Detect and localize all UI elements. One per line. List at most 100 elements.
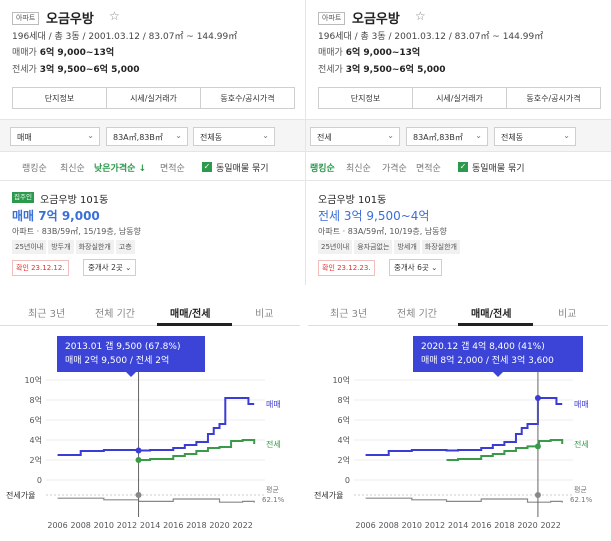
tab-market-price[interactable]: 시세/실거래가	[413, 88, 507, 108]
tab-sale-jeonse[interactable]: 매매/전세	[471, 309, 512, 320]
checkbox-checked-icon[interactable]: ✓	[458, 162, 468, 172]
agent-count-dropdown[interactable]: 중개사 6곳 ⌄	[389, 259, 443, 276]
y-tick-label: 6억	[30, 415, 42, 425]
average-value: 62.1%	[570, 496, 593, 504]
average-value: 62.1%	[262, 496, 285, 504]
ratio-axis-label: 전세가율	[314, 490, 343, 500]
checkbox-checked-icon[interactable]: ✓	[202, 162, 212, 172]
chevron-down-icon: ⌄	[87, 131, 94, 140]
tab-unit-price[interactable]: 동호수/공시가격	[526, 93, 581, 103]
chart-canvas[interactable]: 10억 8억 6억 4억 2억 0 2006 2008 2010 2012 2014 2016 2018…	[308, 292, 608, 541]
y-tick-label: 0	[37, 476, 42, 485]
y-tick-label: 6억	[338, 415, 350, 425]
same-listing-label[interactable]: 동일매물 묶기	[216, 164, 269, 174]
sort-row: 랭킹순 최신순 가격순 면적순 ✓ 동일매물 묶기	[306, 159, 611, 177]
trade-type-select[interactable]: 매매 ⌄	[10, 127, 100, 146]
y-tick-label: 4억	[30, 435, 42, 445]
cursor-point-sale	[534, 395, 541, 401]
y-tick-label: 8억	[338, 395, 350, 405]
favorite-star-icon[interactable]: ☆	[415, 9, 426, 23]
tab-all-period[interactable]: 전체 기간	[397, 309, 437, 320]
sort-ranking[interactable]: 랭킹순	[310, 164, 335, 174]
sort-ranking[interactable]: 랭킹순	[22, 164, 47, 174]
area-select[interactable]: 83A㎡,83B㎡ ⌄	[106, 127, 188, 146]
complex-title[interactable]: 오금우방	[352, 12, 400, 27]
cursor-point-jeonse	[534, 443, 541, 450]
agent-count-dropdown[interactable]: 중개사 2곳 ⌄	[83, 259, 137, 276]
sort-area[interactable]: 면적순	[416, 164, 441, 174]
sort-price[interactable]: 가격순	[382, 164, 407, 174]
tab-all-period[interactable]: 전체 기간	[95, 309, 135, 320]
x-tick-label: 2010	[402, 521, 422, 530]
filter-bar: 매매 ⌄ 83A㎡,83B㎡ ⌄ 전체동 ⌄	[0, 119, 305, 152]
cursor-point-ratio	[534, 492, 541, 498]
sort-latest[interactable]: 최신순	[60, 164, 85, 174]
y-tick-label: 10억	[332, 375, 350, 385]
x-tick-label: 2022	[540, 521, 560, 530]
tab-compare[interactable]: 비교	[255, 309, 274, 320]
tab-sale-jeonse[interactable]: 매매/전세	[170, 309, 211, 320]
cursor-point-sale	[135, 447, 142, 454]
tab-market-price[interactable]: 시세/실거래가	[107, 88, 201, 108]
tab-recent-3y[interactable]: 최근 3년	[330, 309, 368, 320]
x-tick-label: 2012	[425, 521, 445, 530]
favorite-star-icon[interactable]: ☆	[109, 9, 120, 23]
tab-complex-info[interactable]: 단지정보	[319, 88, 413, 108]
x-tick-label: 2008	[379, 521, 399, 530]
price-chart-left: 최근 3년 전체 기간 매매/전세 비교 2013.01 갭 9,500 (67…	[0, 292, 300, 541]
average-label: 평균	[574, 485, 587, 494]
tab-unit-price[interactable]: 동호수/공시가격	[220, 93, 275, 103]
listing-features: 25년이내 융자금없는 방세개 화장실한개	[318, 240, 460, 254]
y-tick-label: 8억	[30, 395, 42, 405]
active-tab-indicator	[458, 323, 533, 326]
x-tick-label: 2020	[517, 521, 537, 530]
sale-price-range: 매매가 6억 9,000~13억	[318, 48, 421, 58]
building-select[interactable]: 전체동 ⌄	[193, 127, 275, 146]
x-tick-label: 2020	[209, 521, 229, 530]
chart-tooltip: 2013.01 갭 9,500 (67.8%) 매매 2억 9,500 / 전세…	[57, 336, 205, 377]
chart-tabs: 최근 3년 전체 기간 매매/전세 비교	[308, 292, 608, 326]
confirm-date-badge: 확인 23.12.23.	[318, 260, 375, 276]
chart-tabs: 최근 3년 전체 기간 매매/전세 비교	[0, 292, 300, 326]
building-select[interactable]: 전체동 ⌄	[494, 127, 576, 146]
sort-low-price[interactable]: 낮은가격순 ↓	[94, 164, 147, 174]
complex-meta: 196세대 / 총 3동 / 2001.03.12 / 83.07㎡ ~ 144…	[318, 32, 544, 42]
price-chart-right: 최근 3년 전체 기간 매매/전세 비교 2020.12 갭 4억 8,400 …	[308, 292, 608, 541]
listing-card[interactable]: 집주인 오금우방 101동 매매 7억 9,000 아파트 · 83B/59㎡,…	[0, 183, 305, 283]
property-type-badge: 아파트	[318, 12, 346, 25]
property-type-badge: 아파트	[12, 12, 40, 25]
divider	[0, 180, 305, 181]
sort-latest[interactable]: 최신순	[346, 164, 371, 174]
ratio-axis-label: 전세가율	[6, 490, 35, 500]
ratio-series-line	[57, 497, 255, 503]
owner-tag: 집주인	[12, 192, 34, 203]
same-listing-label[interactable]: 동일매물 묶기	[472, 164, 525, 174]
feature-chip: 고층	[115, 240, 135, 254]
x-tick-label: 2010	[94, 521, 114, 530]
confirm-date-badge: 확인 23.12.12.	[12, 260, 69, 276]
sale-series-line	[365, 397, 563, 456]
y-tick-label: 2억	[30, 455, 42, 465]
sort-area[interactable]: 면적순	[160, 164, 185, 174]
tooltip-gap: 2020.12 갭 4억 8,400 (41%)	[421, 342, 545, 352]
chart-canvas[interactable]: 10억 8억 6억 4억 2억 0 2006 2008 2010 2012 2014 2016 2018…	[0, 292, 300, 541]
sale-price-range: 매매가 6억 9,000~13억	[12, 48, 115, 58]
area-select[interactable]: 83A㎡,83B㎡ ⌄	[406, 127, 488, 146]
sale-series-line	[57, 397, 255, 456]
trade-type-select[interactable]: 전세 ⌄	[310, 127, 400, 146]
tab-recent-3y[interactable]: 최근 3년	[28, 309, 66, 320]
feature-chip: 화장실한개	[75, 240, 114, 254]
complex-header: 아파트 오금우방 ☆ 196세대 / 총 3동 / 2001.03.12 / 8…	[0, 0, 305, 116]
listing-card[interactable]: 오금우방 101동 전세 3억 9,500~4억 아파트 · 83A/59㎡, …	[306, 183, 611, 283]
tab-complex-info[interactable]: 단지정보	[13, 88, 107, 108]
complex-title[interactable]: 오금우방	[46, 12, 94, 27]
y-tick-label: 2억	[338, 455, 350, 465]
listing-panel-jeonse: 아파트 오금우방 ☆ 196세대 / 총 3동 / 2001.03.12 / 8…	[306, 0, 611, 285]
cursor-point-ratio	[135, 492, 142, 498]
complex-tabs: 단지정보 시세/실거래가 동호수/공시가격	[12, 87, 295, 109]
tab-compare[interactable]: 비교	[558, 309, 577, 320]
x-tick-label: 2012	[117, 521, 137, 530]
feature-chip: 25년이내	[12, 240, 47, 254]
jeonse-series-label: 전세	[266, 439, 281, 449]
x-tick-label: 2018	[494, 521, 514, 530]
